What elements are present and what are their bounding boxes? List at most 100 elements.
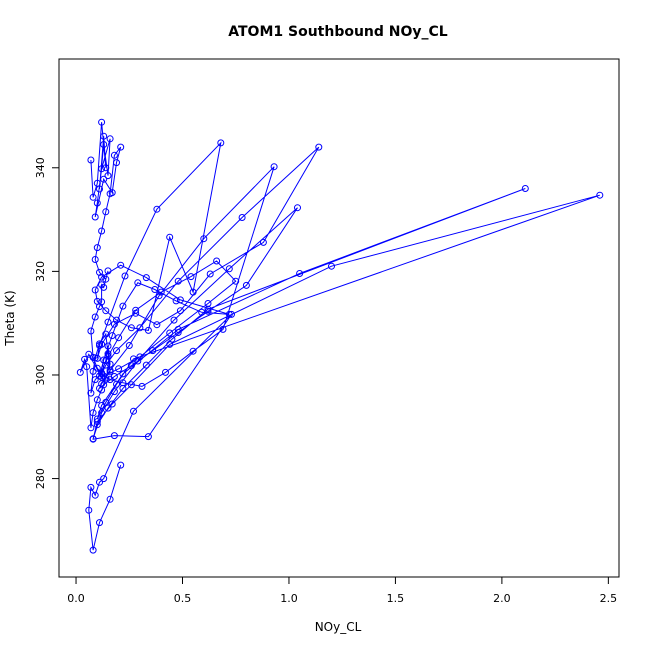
- data-point: [119, 302, 127, 310]
- data-point: [96, 384, 103, 392]
- data-point: [117, 261, 125, 269]
- data-point: [172, 297, 180, 305]
- data-point: [106, 366, 114, 374]
- plot-frame: [58, 58, 620, 578]
- data-point: [132, 309, 140, 317]
- y-tick-label: 340: [34, 157, 47, 178]
- data-point: [85, 350, 93, 358]
- data-point: [93, 418, 101, 426]
- data-point: [108, 332, 116, 340]
- data-point: [87, 327, 95, 335]
- data-point: [98, 281, 106, 289]
- data-point: [113, 347, 120, 355]
- data-point: [100, 381, 108, 389]
- data-point: [132, 306, 140, 314]
- data-point: [174, 277, 182, 285]
- data-point: [98, 370, 106, 378]
- data-point: [106, 495, 114, 503]
- data-point: [130, 355, 137, 363]
- data-point: [96, 519, 103, 527]
- data-point: [296, 270, 304, 277]
- data-point: [232, 277, 240, 285]
- data-point: [189, 347, 197, 355]
- data-point: [219, 325, 227, 333]
- data-point: [149, 347, 157, 355]
- x-tick-label: 1.5: [387, 592, 405, 605]
- data-point: [174, 325, 182, 333]
- x-tick-label: 0.5: [174, 592, 192, 605]
- data-point: [142, 361, 150, 369]
- data-point: [104, 318, 112, 326]
- data-point: [136, 324, 144, 332]
- data-point: [98, 118, 106, 126]
- x-axis: 0.0 0.5 1.0 1.5 2.0 2.5: [67, 576, 617, 605]
- data-point: [315, 143, 323, 151]
- data-point: [115, 365, 123, 373]
- data-point: [153, 205, 161, 213]
- data-point: [87, 156, 95, 164]
- data-point: [228, 310, 235, 318]
- data-point: [144, 433, 152, 441]
- data-point: [87, 483, 95, 491]
- data-point: [96, 478, 103, 486]
- data-point: [187, 273, 195, 281]
- data-point: [134, 357, 142, 365]
- data-point: [93, 354, 101, 362]
- data-point: [81, 355, 89, 363]
- data-point: [127, 324, 135, 332]
- data-point: [102, 164, 110, 172]
- data-point: [259, 238, 267, 246]
- data-point: [85, 506, 93, 514]
- data-point: [270, 163, 278, 171]
- x-tick-label: 1.0: [280, 592, 298, 605]
- data-point: [91, 286, 99, 294]
- data-point: [206, 270, 214, 278]
- data-point: [238, 214, 246, 221]
- data-point: [115, 334, 123, 342]
- data-point: [104, 267, 112, 275]
- data-point: [100, 475, 108, 483]
- data-point: [102, 275, 110, 283]
- data-point: [110, 151, 118, 159]
- data-point: [121, 272, 129, 280]
- data-point: [110, 388, 118, 396]
- data-point: [125, 342, 133, 349]
- data-point: [91, 213, 99, 221]
- data-point: [204, 305, 212, 313]
- data-point: [157, 288, 165, 296]
- data-point: [91, 256, 99, 263]
- data-point: [153, 321, 161, 329]
- data-point: [76, 368, 84, 376]
- data-point: [174, 329, 182, 336]
- data-point: [200, 235, 208, 243]
- data-point: [225, 310, 233, 318]
- data-point: [213, 257, 221, 265]
- data-point: [87, 389, 95, 397]
- data-point: [328, 262, 335, 270]
- data-point: [106, 135, 114, 143]
- data-point: [294, 204, 301, 212]
- data-point: [142, 274, 150, 282]
- data-point: [155, 292, 163, 300]
- y-axis-label: Theta (K): [3, 290, 17, 346]
- data-point: [130, 407, 137, 415]
- data-point: [91, 491, 99, 499]
- data-point: [166, 329, 174, 337]
- data-point: [117, 143, 125, 151]
- series-line: [79, 122, 600, 551]
- data-point: [102, 307, 110, 315]
- data-point: [144, 326, 152, 334]
- y-tick-label: 320: [34, 261, 47, 282]
- data-point: [151, 286, 159, 293]
- data-point: [83, 363, 91, 371]
- data-point: [136, 353, 144, 361]
- data-point: [104, 350, 112, 358]
- data-point: [96, 185, 103, 193]
- data-point: [102, 398, 110, 406]
- data-point: [98, 340, 106, 348]
- series-layer: [76, 118, 604, 554]
- data-point: [204, 307, 212, 315]
- data-point: [100, 132, 108, 140]
- data-point: [89, 435, 97, 443]
